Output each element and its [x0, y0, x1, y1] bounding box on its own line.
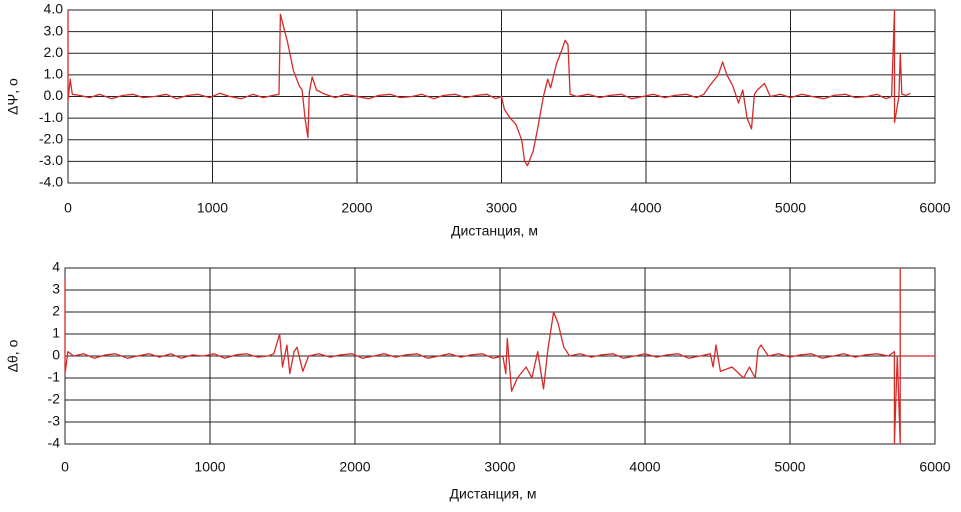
x-tick-label: 5000: [775, 200, 806, 216]
y-tick-label: 2.0: [44, 44, 64, 60]
x-tick-label: 2000: [339, 459, 370, 475]
y-axis-label: ΔΨ, o: [5, 78, 21, 115]
y-tick-label: 3: [52, 281, 60, 297]
y-tick-label: -4.0: [39, 174, 63, 190]
y-tick-label: -1.0: [39, 109, 63, 125]
y-tick-label: -1: [48, 369, 61, 385]
y-tick-label: 1: [52, 325, 60, 341]
data-line: [67, 9, 911, 167]
data-line: [64, 267, 935, 445]
x-axis-label: Дистанция, м: [451, 223, 538, 239]
x-tick-label: 4000: [629, 459, 660, 475]
x-tick-label: 5000: [774, 459, 805, 475]
y-tick-label: 2: [52, 303, 60, 319]
x-tick-label: 4000: [630, 200, 661, 216]
y-axis-label: Δθ, o: [5, 339, 21, 372]
x-tick-label: 0: [61, 459, 69, 475]
y-tick-label: -2: [48, 391, 61, 407]
x-axis-label: Дистанция, м: [450, 486, 537, 502]
y-tick-label: 0.0: [44, 87, 64, 103]
y-tick-label: 4.0: [44, 1, 64, 17]
y-tick-label: 1.0: [44, 66, 64, 82]
y-tick-label: -3.0: [39, 152, 63, 168]
x-tick-label: 6000: [919, 200, 950, 216]
y-tick-label: -3: [48, 413, 61, 429]
x-tick-label: 0: [64, 200, 72, 216]
x-tick-label: 3000: [486, 200, 517, 216]
x-tick-label: 3000: [484, 459, 515, 475]
x-tick-label: 2000: [341, 200, 372, 216]
x-tick-label: 6000: [919, 459, 950, 475]
x-tick-label: 1000: [194, 459, 225, 475]
y-tick-label: 4: [52, 259, 60, 275]
y-tick-label: -4: [48, 435, 61, 451]
y-tick-label: -2.0: [39, 130, 63, 146]
x-tick-label: 1000: [197, 200, 228, 216]
y-tick-label: 3.0: [44, 22, 64, 38]
y-tick-label: 0: [52, 347, 60, 363]
